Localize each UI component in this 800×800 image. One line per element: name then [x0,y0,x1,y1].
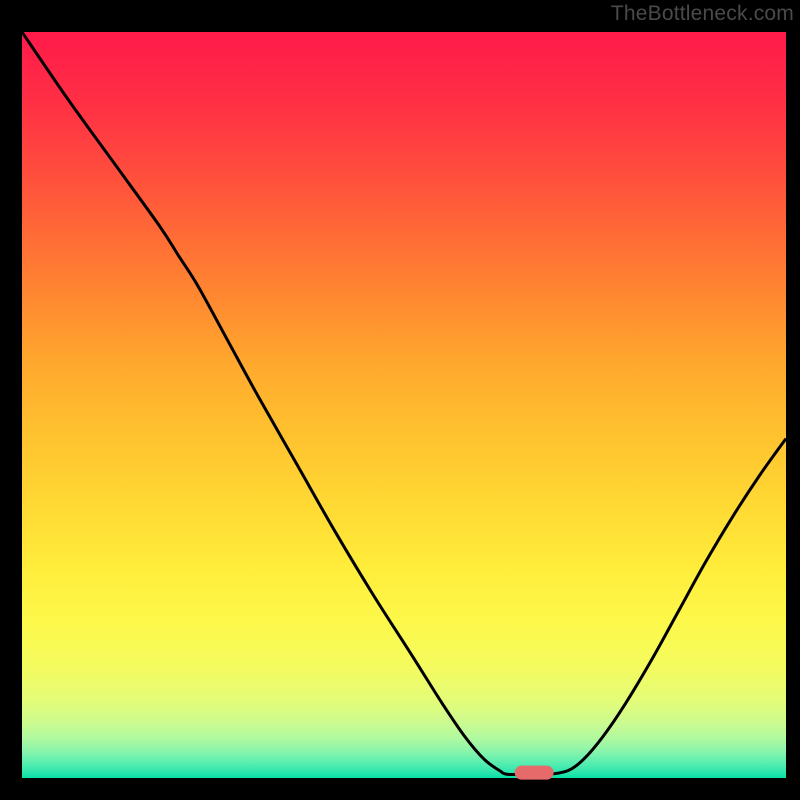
chart-plot-area [22,32,786,778]
optimal-marker [515,765,554,780]
chart-frame [18,28,790,782]
root-container: TheBottleneck.com [0,0,800,800]
watermark-text: TheBottleneck.com [611,2,794,26]
curve-path [22,32,786,775]
bottleneck-curve [22,32,786,778]
